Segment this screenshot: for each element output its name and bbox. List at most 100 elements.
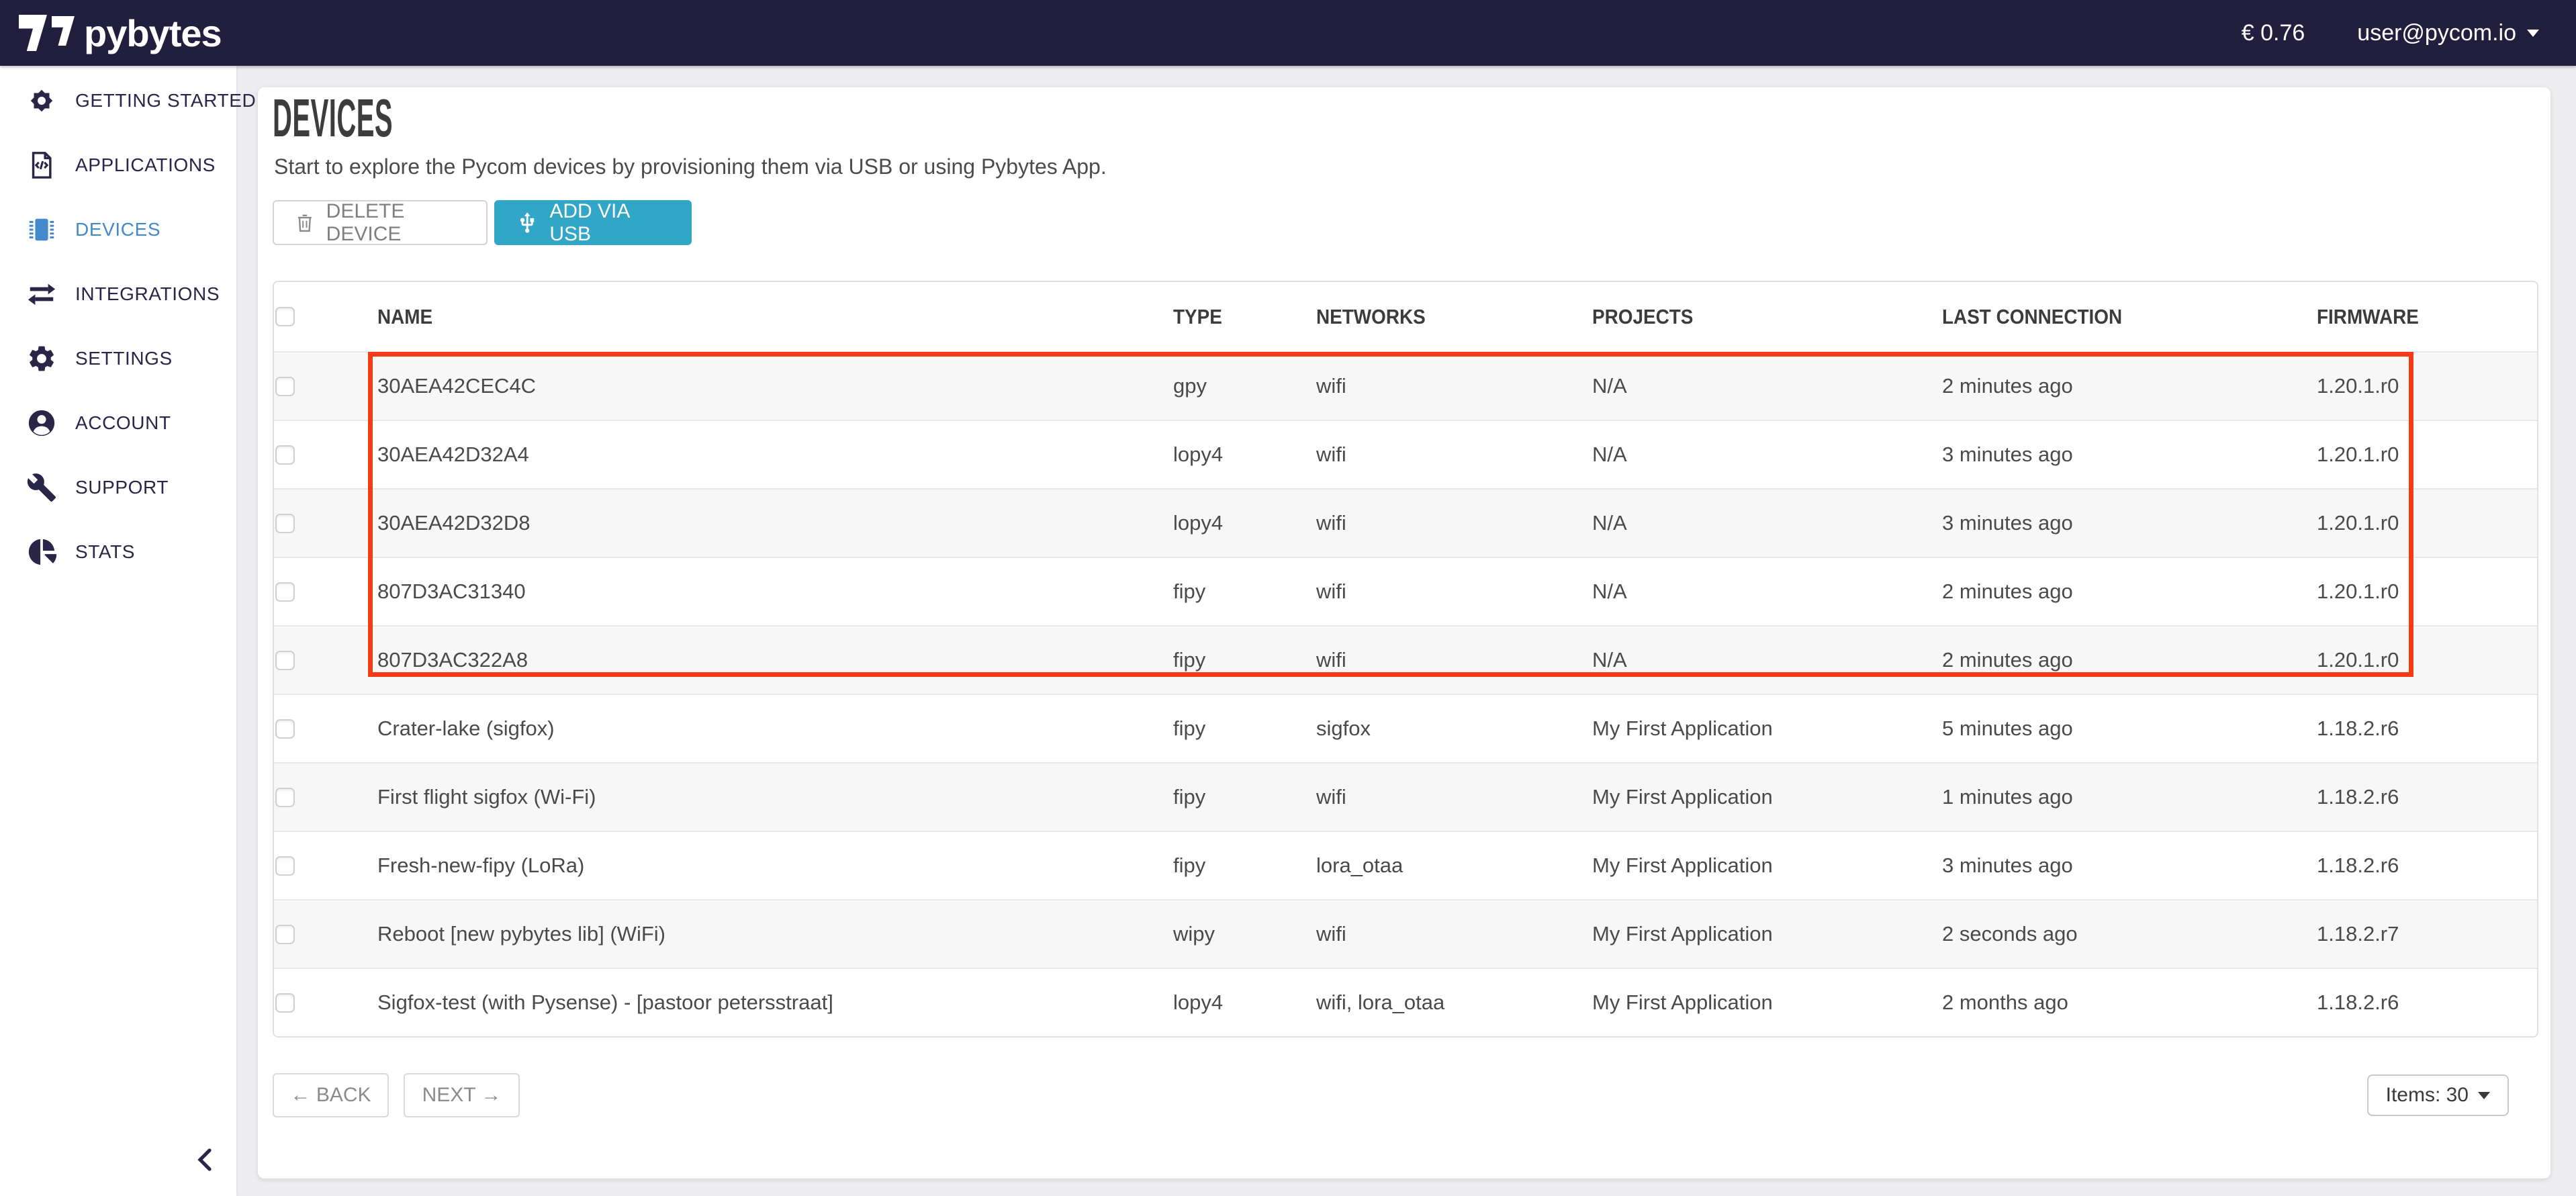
device-projects: My First Application [1592,717,1942,741]
table-row[interactable]: Fresh-new-fipy (LoRa) fipy lora_otaa My … [274,831,2537,899]
items-per-page-dropdown[interactable]: Items: 30 [2367,1074,2509,1116]
row-checkbox-cell [274,445,377,465]
gear-icon [26,342,58,375]
arrows-exchange-icon [26,278,58,310]
table-row[interactable]: Reboot [new pybytes lib] (WiFi) wipy wif… [274,899,2537,968]
sidebar-item-label: DEVICES [75,219,160,240]
code-document-icon [26,149,58,181]
device-name: 807D3AC31340 [377,580,1173,604]
device-projects: My First Application [1592,922,1942,946]
column-header-firmware: FIRMWARE [2317,305,2537,329]
table-row[interactable]: First flight sigfox (Wi-Fi) fipy wifi My… [274,762,2537,831]
delete-device-button[interactable]: DELETE DEVICE [273,200,488,245]
pie-chart-icon [26,536,58,568]
sidebar-item-integrations[interactable]: INTEGRATIONS [0,262,236,326]
user-icon [26,407,58,439]
sidebar-collapse-button[interactable] [189,1144,222,1176]
row-checkbox-cell [274,377,377,396]
row-checkbox[interactable] [275,719,295,739]
row-checkbox[interactable] [275,788,295,807]
device-networks: wifi [1316,374,1592,398]
row-checkbox[interactable] [275,856,295,876]
device-projects: N/A [1592,580,1942,604]
table-row[interactable]: Crater-lake (sigfox) fipy sigfox My Firs… [274,694,2537,762]
device-type: gpy [1173,374,1316,398]
device-projects: N/A [1592,511,1942,535]
row-checkbox[interactable] [275,993,295,1013]
device-firmware: 1.18.2.r6 [2317,854,2537,878]
device-firmware: 1.18.2.r6 [2317,785,2537,809]
row-checkbox[interactable] [275,514,295,533]
device-projects: My First Application [1592,785,1942,809]
usb-icon [516,211,539,235]
device-last-connection: 2 minutes ago [1942,648,2317,672]
sidebar-item-label: STATS [75,541,135,563]
wrench-icon [26,471,58,504]
device-type: fipy [1173,785,1316,809]
table-row[interactable]: 807D3AC31340 fipy wifi N/A 2 minutes ago… [274,557,2537,625]
row-checkbox[interactable] [275,377,295,396]
table-row[interactable]: 30AEA42CEC4C gpy wifi N/A 2 minutes ago … [274,351,2537,420]
table-row[interactable]: Sigfox-test (with Pysense) - [pastoor pe… [274,968,2537,1036]
device-projects: N/A [1592,443,1942,467]
row-checkbox[interactable] [275,582,295,602]
device-last-connection: 1 minutes ago [1942,785,2317,809]
device-projects: My First Application [1592,991,1942,1015]
column-header-networks: NETWORKS [1316,305,1592,329]
device-firmware: 1.20.1.r0 [2317,580,2537,604]
table-row[interactable]: 30AEA42D32D8 lopy4 wifi N/A 3 minutes ag… [274,488,2537,557]
balance-indicator: € 0.76 [2242,20,2305,46]
device-firmware: 1.20.1.r0 [2317,511,2537,535]
device-projects: N/A [1592,648,1942,672]
device-name: 807D3AC322A8 [377,648,1173,672]
device-networks: wifi [1316,443,1592,467]
sidebar-item-label: ACCOUNT [75,412,171,434]
sidebar-item-getting-started[interactable]: GETTING STARTED [0,68,236,133]
chevron-down-icon [2527,30,2539,37]
device-last-connection: 5 minutes ago [1942,717,2317,741]
sidebar-item-stats[interactable]: STATS [0,520,236,584]
device-networks: sigfox [1316,717,1592,741]
device-type: fipy [1173,648,1316,672]
device-type: lopy4 [1173,991,1316,1015]
row-checkbox[interactable] [275,445,295,465]
column-header-type: TYPE [1173,305,1316,329]
row-checkbox[interactable] [275,651,295,670]
device-networks: lora_otaa [1316,854,1592,878]
sidebar-item-account[interactable]: ACCOUNT [0,391,236,455]
back-button[interactable]: ← BACK [273,1073,389,1117]
device-last-connection: 2 seconds ago [1942,922,2317,946]
user-menu[interactable]: user@pycom.io [2357,20,2539,46]
sun-icon [26,85,58,117]
sidebar-item-devices[interactable]: DEVICES [0,197,236,262]
devices-table: NAME TYPE NETWORKS PROJECTS LAST CONNECT… [273,281,2538,1038]
next-button[interactable]: NEXT → [404,1073,520,1117]
logo-flag-right [52,16,75,46]
select-all-checkbox[interactable] [275,307,295,326]
column-header-projects: PROJECTS [1592,305,1942,329]
device-last-connection: 3 minutes ago [1942,443,2317,467]
sidebar-item-applications[interactable]: APPLICATIONS [0,133,236,197]
page-title: DEVICES [273,91,513,145]
add-via-usb-button[interactable]: ADD VIA USB [494,200,692,245]
device-last-connection: 2 minutes ago [1942,580,2317,604]
sidebar-item-settings[interactable]: SETTINGS [0,326,236,391]
device-name: Crater-lake (sigfox) [377,717,1173,741]
sidebar-item-label: INTEGRATIONS [75,283,220,305]
user-email: user@pycom.io [2357,20,2516,46]
device-networks: wifi [1316,785,1592,809]
brand: pybytes [19,11,222,55]
table-row[interactable]: 30AEA42D32A4 lopy4 wifi N/A 3 minutes ag… [274,420,2537,488]
device-firmware: 1.20.1.r0 [2317,374,2537,398]
device-projects: My First Application [1592,854,1942,878]
table-row[interactable]: 807D3AC322A8 fipy wifi N/A 2 minutes ago… [274,625,2537,694]
device-type: fipy [1173,580,1316,604]
sidebar-item-support[interactable]: SUPPORT [0,455,236,520]
row-checkbox-cell [274,651,377,670]
row-checkbox-cell [274,719,377,739]
row-checkbox[interactable] [275,925,295,944]
device-last-connection: 3 minutes ago [1942,854,2317,878]
row-checkbox-cell [274,993,377,1013]
header-checkbox-cell [274,307,377,326]
device-firmware: 1.20.1.r0 [2317,648,2537,672]
